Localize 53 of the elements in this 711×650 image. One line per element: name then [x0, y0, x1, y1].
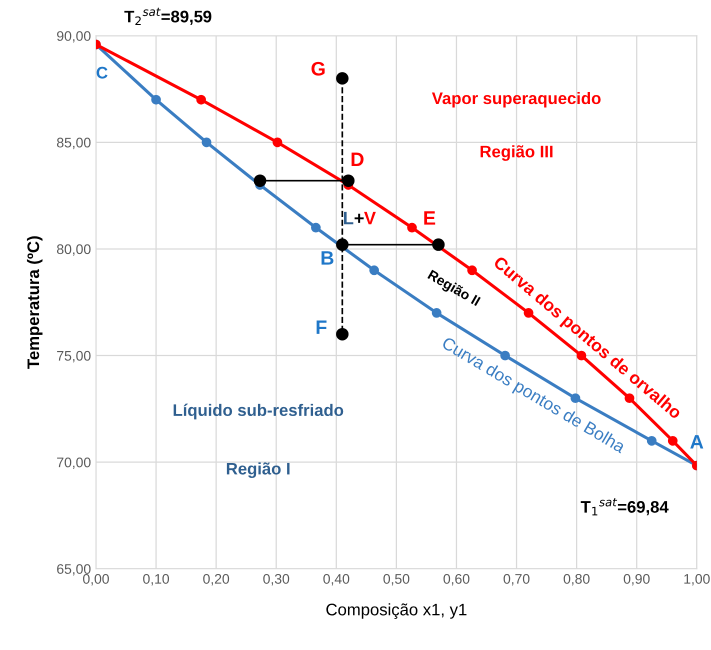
x-tick-label: 1,00	[684, 574, 710, 586]
x-axis-title: Composição x1, y1	[326, 603, 466, 619]
y-tick-label: 65,00	[57, 564, 91, 576]
annotation: Líquido sub-resfriado	[174, 404, 344, 420]
x-tick-label: 0,30	[263, 574, 290, 586]
x-tick-label: 0,10	[143, 574, 170, 586]
annotation: V	[364, 212, 376, 224]
point	[202, 137, 212, 148]
point	[500, 350, 510, 360]
point	[646, 436, 657, 446]
annotation: D	[352, 152, 364, 166]
point	[524, 308, 534, 318]
x-tick-label: 0,80	[564, 574, 590, 586]
point	[151, 94, 161, 105]
point	[254, 174, 266, 187]
annotation: A	[690, 435, 704, 449]
x-tick-label: 0,60	[443, 574, 470, 586]
y-tick-label: 80,00	[56, 244, 91, 256]
point	[196, 94, 206, 105]
y-tick-label: 90,00	[57, 31, 91, 43]
point	[336, 72, 349, 85]
point	[570, 393, 580, 404]
point	[311, 222, 321, 232]
annotation: F	[316, 320, 327, 334]
annotation: L	[344, 212, 354, 224]
annotation: Região III	[480, 145, 552, 161]
point	[369, 265, 380, 276]
x-tick-label: 0,20	[203, 574, 230, 586]
x-tick-label: 0,50	[383, 574, 410, 586]
annotation: G	[312, 62, 325, 76]
y-tick-label: 85,00	[56, 138, 91, 150]
point	[272, 137, 282, 148]
text: T$_{2}$$^{sat}$=89,59	[124, 8, 212, 26]
annotation: +	[354, 214, 364, 223]
x-tick-label: 0,70	[504, 574, 530, 586]
point	[432, 238, 445, 251]
point	[668, 436, 678, 446]
annotation: B	[322, 251, 334, 265]
y-tick-label: 70,00	[57, 457, 91, 469]
point	[342, 174, 355, 187]
annotation: Vapor superaquecido	[432, 92, 601, 108]
annotation: C	[96, 66, 108, 79]
x-tick-label: 0,40	[323, 574, 350, 586]
y-tick-label: 75,00	[57, 350, 91, 362]
x-tick-label: 0,00	[83, 574, 109, 586]
annotation: Região I	[226, 462, 290, 478]
point	[407, 222, 417, 232]
point	[336, 328, 349, 340]
annotation: E	[424, 211, 436, 225]
y-axis-title: Temperatura (ºC)	[26, 236, 42, 369]
point	[432, 308, 442, 318]
annotation: T$_{1}$$^{sat}$=69,84	[580, 498, 669, 516]
x-tick-label: 0,90	[624, 574, 650, 586]
